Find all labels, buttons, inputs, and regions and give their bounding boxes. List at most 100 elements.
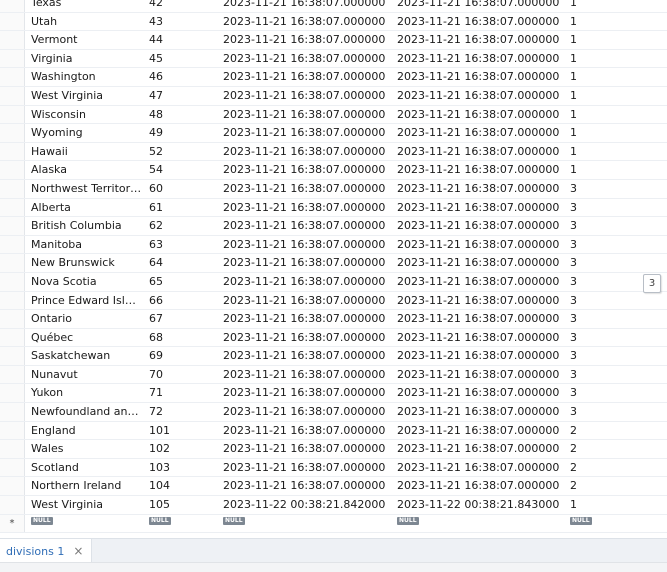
cell-name[interactable]: Yukon — [31, 386, 64, 400]
row-header[interactable] — [0, 440, 25, 458]
table-row[interactable]: England 101 2023-11-21 16:38:07.000000 2023… — [0, 421, 667, 441]
cell-created[interactable]: 2023-11-21 16:38:07.000000 — [223, 293, 386, 307]
cell-updated[interactable]: 2023-11-21 16:38:07.000000 — [397, 88, 560, 102]
cell-updated[interactable]: 2023-11-21 16:38:07.000000 — [397, 144, 560, 158]
table-row[interactable]: Texas 42 2023-11-21 16:38:07.000000 2023-11… — [0, 0, 667, 13]
result-grid[interactable]: Texas 42 2023-11-21 16:38:07.000000 2023-11… — [0, 0, 667, 534]
cell-id[interactable]: 54 — [149, 163, 163, 177]
row-header[interactable] — [0, 347, 25, 365]
new-cell-created[interactable]: NULL — [223, 515, 389, 533]
cell-name[interactable]: Manitoba — [31, 237, 83, 251]
cell-name[interactable]: Prince Edward Island — [31, 293, 142, 307]
cell-name[interactable]: Northern Ireland — [31, 479, 122, 493]
cell-id[interactable]: 61 — [149, 200, 163, 214]
cell-updated[interactable]: 2023-11-21 16:38:07.000000 — [397, 423, 560, 437]
cell-updated[interactable]: 2023-11-21 16:38:07.000000 — [397, 293, 560, 307]
cell-type[interactable]: 3 — [570, 367, 577, 381]
cell-created[interactable]: 2023-11-21 16:38:07.000000 — [223, 237, 386, 251]
cell-name[interactable]: Nunavut — [31, 367, 78, 381]
cell-name[interactable]: Hawaii — [31, 144, 68, 158]
cell-type[interactable]: 2 — [570, 460, 577, 474]
table-row[interactable]: Alberta 61 2023-11-21 16:38:07.000000 2023-… — [0, 198, 667, 218]
row-header[interactable] — [0, 161, 25, 179]
cell-id[interactable]: 48 — [149, 107, 163, 121]
cell-type[interactable]: 3 — [570, 219, 577, 233]
cell-name[interactable]: Ontario — [31, 312, 72, 326]
cell-id[interactable]: 101 — [149, 423, 170, 437]
table-row[interactable]: Northwest Territor… 60 2023-11-21 16:38:07… — [0, 179, 667, 199]
cell-type[interactable]: 1 — [570, 33, 577, 47]
cell-id[interactable]: 104 — [149, 479, 170, 493]
cell-type[interactable]: 3 — [570, 386, 577, 400]
cell-updated[interactable]: 2023-11-22 00:38:21.843000 — [397, 498, 560, 512]
cell-id[interactable]: 45 — [149, 51, 163, 65]
table-row[interactable]: Prince Edward Island 66 2023-11-21 16:38:0… — [0, 291, 667, 311]
row-header[interactable] — [0, 384, 25, 403]
cell-created[interactable]: 2023-11-21 16:38:07.000000 — [223, 126, 386, 140]
cell-type[interactable]: 1 — [570, 126, 577, 140]
cell-type[interactable]: 2 — [570, 423, 577, 437]
cell-name[interactable]: Alaska — [31, 163, 67, 177]
table-row[interactable]: Wales 102 2023-11-21 16:38:07.000000 2023-1… — [0, 440, 667, 459]
cell-created[interactable]: 2023-11-21 16:38:07.000000 — [223, 181, 386, 195]
cell-created[interactable]: 2023-11-21 16:38:07.000000 — [223, 88, 386, 102]
cell-created[interactable]: 2023-11-21 16:38:07.000000 — [223, 70, 386, 84]
cell-type[interactable]: 3 — [570, 237, 577, 251]
new-cell-type[interactable]: NULL — [570, 515, 610, 533]
cell-updated[interactable]: 2023-11-21 16:38:07.000000 — [397, 405, 560, 419]
row-header[interactable] — [0, 272, 25, 291]
table-row[interactable]: Yukon 71 2023-11-21 16:38:07.000000 2023-11… — [0, 384, 667, 404]
cell-type[interactable]: 1 — [570, 107, 577, 121]
cell-updated[interactable]: 2023-11-21 16:38:07.000000 — [397, 107, 560, 121]
cell-id[interactable]: 60 — [149, 181, 163, 195]
row-header[interactable] — [0, 477, 25, 496]
close-icon[interactable]: × — [73, 544, 84, 558]
cell-updated[interactable]: 2023-11-21 16:38:07.000000 — [397, 181, 560, 195]
table-row[interactable]: West Virginia 105 2023-11-22 00:38:21.8420… — [0, 496, 667, 515]
table-row[interactable]: British Columbia 62 2023-11-21 16:38:07.00… — [0, 217, 667, 236]
cell-updated[interactable]: 2023-11-21 16:38:07.000000 — [397, 367, 560, 381]
cell-type[interactable]: 3 — [570, 330, 577, 344]
table-row[interactable]: Wisconsin 48 2023-11-21 16:38:07.000000 202… — [0, 105, 667, 125]
row-header[interactable] — [0, 365, 25, 384]
row-header[interactable] — [0, 310, 25, 328]
cell-id[interactable]: 70 — [149, 367, 163, 381]
cell-type[interactable]: 1 — [570, 70, 577, 84]
cell-name[interactable]: Northwest Territor… — [31, 181, 142, 195]
cell-type[interactable]: 1 — [570, 88, 577, 102]
cell-name[interactable]: Saskatchewan — [31, 349, 111, 363]
cell-name[interactable]: Scotland — [31, 460, 79, 474]
table-row[interactable]: Nunavut 70 2023-11-21 16:38:07.000000 2023-… — [0, 365, 667, 385]
cell-updated[interactable]: 2023-11-21 16:38:07.000000 — [397, 274, 560, 288]
cell-updated[interactable]: 2023-11-21 16:38:07.000000 — [397, 442, 560, 456]
cell-id[interactable]: 43 — [149, 14, 163, 28]
cell-created[interactable]: 2023-11-21 16:38:07.000000 — [223, 51, 386, 65]
new-row[interactable]: * NULL NULL NULL NULL NULL — [0, 514, 667, 534]
cell-created[interactable]: 2023-11-21 16:38:07.000000 — [223, 460, 386, 474]
table-row[interactable]: Wyoming 49 2023-11-21 16:38:07.000000 2023-… — [0, 124, 667, 143]
cell-id[interactable]: 68 — [149, 330, 163, 344]
row-header[interactable] — [0, 105, 25, 124]
cell-created[interactable]: 2023-11-21 16:38:07.000000 — [223, 14, 386, 28]
cell-name[interactable]: Wyoming — [31, 126, 83, 140]
row-header[interactable] — [0, 124, 25, 142]
cell-updated[interactable]: 2023-11-21 16:38:07.000000 — [397, 14, 560, 28]
cell-type[interactable]: 3 — [570, 293, 577, 307]
table-row[interactable]: Ontario 67 2023-11-21 16:38:07.000000 2023-… — [0, 310, 667, 329]
cell-created[interactable]: 2023-11-21 16:38:07.000000 — [223, 442, 386, 456]
cell-updated[interactable]: 2023-11-21 16:38:07.000000 — [397, 126, 560, 140]
cell-type[interactable]: 3 — [570, 256, 577, 270]
cell-updated[interactable]: 2023-11-21 16:38:07.000000 — [397, 219, 560, 233]
cell-created[interactable]: 2023-11-21 16:38:07.000000 — [223, 163, 386, 177]
table-row[interactable]: Hawaii 52 2023-11-21 16:38:07.000000 2023-1… — [0, 142, 667, 162]
row-header[interactable] — [0, 86, 25, 105]
cell-created[interactable]: 2023-11-21 16:38:07.000000 — [223, 200, 386, 214]
cell-type[interactable]: 3 — [570, 181, 577, 195]
cell-created[interactable]: 2023-11-21 16:38:07.000000 — [223, 144, 386, 158]
cell-id[interactable]: 47 — [149, 88, 163, 102]
cell-type[interactable]: 1 — [570, 0, 577, 9]
cell-id[interactable]: 62 — [149, 219, 163, 233]
cell-type[interactable]: 1 — [570, 14, 577, 28]
table-row[interactable]: Saskatchewan 69 2023-11-21 16:38:07.000000… — [0, 347, 667, 366]
row-header[interactable] — [0, 217, 25, 235]
